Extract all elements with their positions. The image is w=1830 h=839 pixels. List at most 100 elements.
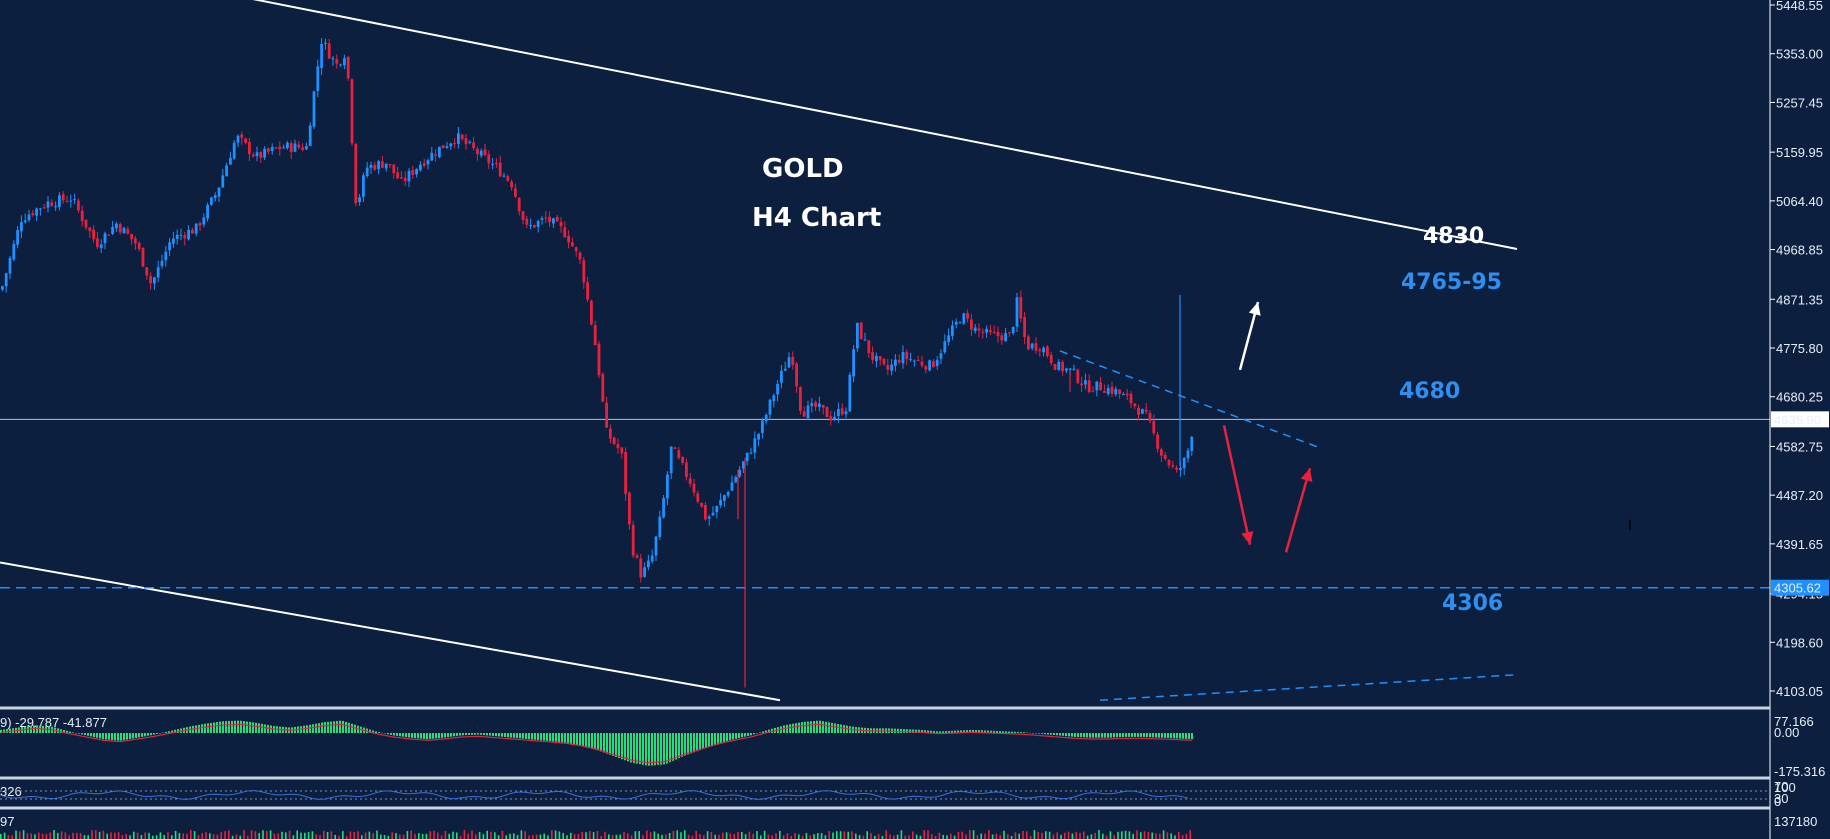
macd-bar [267, 724, 269, 733]
volume-bar [828, 831, 830, 839]
macd-bar [513, 733, 515, 738]
macd-bar [729, 733, 731, 741]
volume-bar [114, 832, 116, 839]
volume-bar [7, 835, 10, 839]
volume-bar [976, 835, 979, 839]
candle-body [525, 218, 529, 225]
macd-bar [1164, 733, 1166, 738]
macd-bar [339, 720, 341, 733]
candle-body [939, 353, 943, 359]
candle-body [324, 42, 327, 44]
candle-body [502, 175, 506, 177]
macd-bar [693, 733, 695, 753]
macd-bar [111, 733, 113, 741]
volume-bar [752, 833, 754, 839]
macd-bar [369, 729, 371, 733]
volume-bar [961, 831, 963, 839]
volume-bar [581, 831, 583, 839]
volume-bar [1090, 834, 1093, 839]
macd-histogram [0, 720, 1193, 766]
volume-bar [159, 832, 162, 839]
volume-bar [1071, 833, 1074, 839]
candle-body [46, 201, 50, 208]
macd-bar [801, 722, 803, 733]
candle-body [916, 360, 920, 362]
volume-bar [608, 834, 610, 839]
macd-bar [1161, 733, 1163, 738]
price-tick-label: 4198.60 [1776, 635, 1823, 650]
macd-bar [915, 729, 917, 733]
macd-bar [966, 730, 968, 733]
macd-bar [825, 721, 827, 733]
volume-bar [938, 832, 941, 839]
volume-bar [737, 831, 739, 839]
macd-bar [270, 725, 272, 733]
macd-bar [1131, 733, 1133, 737]
volume-bar [1094, 832, 1096, 839]
macd-bar [81, 733, 83, 735]
macd-bar [795, 723, 797, 733]
volume-bar [725, 832, 728, 839]
candle-body [384, 163, 388, 169]
candle-body [65, 201, 69, 203]
macd-bar [546, 733, 548, 741]
macd-bar [1182, 733, 1184, 739]
volume-bar [991, 834, 994, 839]
macd-bar [1098, 733, 1100, 738]
candle-body [1186, 450, 1190, 459]
candle-body [924, 366, 928, 370]
candle-body [479, 150, 483, 156]
candle-body [905, 351, 909, 359]
candle-body [1103, 391, 1106, 393]
candle-body [69, 200, 73, 202]
candle-body [753, 438, 757, 453]
volume-bar [1124, 830, 1127, 839]
price-tick-label: 4968.85 [1776, 243, 1823, 258]
macd-bar [972, 729, 974, 733]
price-tick-label: 5064.40 [1776, 194, 1823, 209]
macd-bar [1155, 733, 1157, 738]
candle-body [111, 226, 114, 234]
candle-body [700, 502, 703, 507]
volume-bar [798, 834, 800, 839]
volume-bar [345, 835, 348, 839]
volume-bar [22, 830, 25, 839]
volume-bar [513, 833, 515, 839]
candle-body [191, 229, 194, 234]
macd-bar [957, 730, 959, 733]
candle-body [487, 154, 491, 164]
volume-bar [1162, 830, 1165, 839]
volume-bar [1117, 831, 1119, 839]
volume-bar [779, 830, 781, 839]
volume-bar [262, 830, 264, 839]
volume-bar [1018, 833, 1020, 839]
volume-bar [186, 833, 188, 839]
candle-body [1, 286, 4, 290]
macd-bar [522, 733, 524, 739]
macd-bar [399, 733, 401, 737]
macd-pane: 9) -29.787 -41.877 77.166 0.00 -175.316 [0, 714, 1825, 779]
volume-bar [577, 834, 580, 839]
macd-bar [252, 722, 254, 733]
volume-bar [83, 835, 86, 839]
volume-bar [190, 830, 192, 839]
macd-bar [165, 731, 167, 733]
volume-bar [463, 830, 466, 839]
macd-bar [918, 729, 920, 733]
macd-bar [516, 733, 518, 739]
volume-bar [1178, 831, 1180, 839]
candle-body [377, 161, 380, 170]
macd-bar [438, 733, 440, 739]
volume-bar [680, 832, 682, 839]
volume-bar [547, 835, 549, 839]
candle-body [1122, 394, 1125, 396]
candle-body [400, 177, 403, 179]
price-tick-label: 4680.25 [1776, 390, 1823, 405]
candle-body [92, 229, 95, 240]
candle-body [563, 227, 567, 237]
candle-body [168, 242, 171, 251]
volume-bar [528, 835, 530, 839]
volume-bar [372, 833, 374, 839]
candle-body [802, 411, 806, 417]
macd-bar [210, 722, 212, 733]
